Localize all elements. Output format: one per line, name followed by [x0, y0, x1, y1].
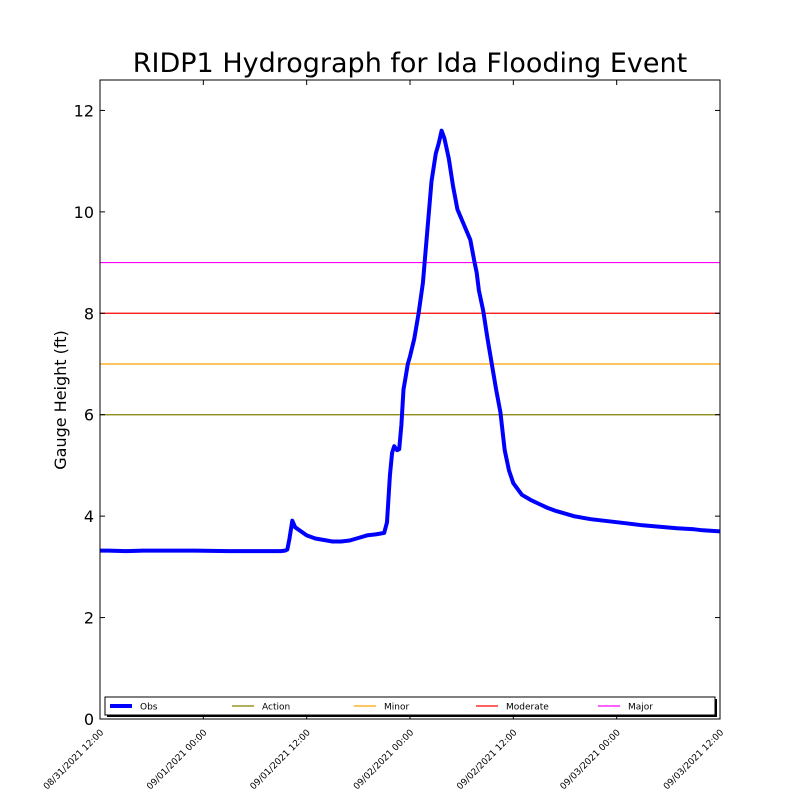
legend-label-major: Major [628, 703, 653, 713]
y-axis-ticks: 0 2 4 6 8 10 12 [74, 101, 720, 729]
y-axis-label: Gauge Height (ft) [51, 330, 70, 470]
legend-label-action: Action [262, 703, 290, 713]
series-line-obs [100, 128, 721, 554]
y-tick-label: 6 [84, 406, 94, 425]
threshold-lines [100, 261, 720, 416]
legend: Obs Action Minor Moderate Major [104, 696, 717, 717]
chart-title: RIDP1 Hydrograph for Ida Flooding Event [133, 48, 687, 79]
legend-label-minor: Minor [384, 703, 409, 713]
y-tick-label: 12 [74, 101, 94, 120]
legend-label-moderate: Moderate [506, 703, 549, 713]
y-tick-label: 4 [84, 507, 94, 526]
series-layer [100, 128, 721, 554]
y-tick-label: 0 [84, 710, 94, 729]
legend-label-obs: Obs [140, 703, 158, 713]
legend-box [104, 696, 716, 716]
y-tick-label: 8 [84, 304, 94, 323]
y-tick-label: 10 [74, 203, 94, 222]
y-tick-label: 2 [84, 609, 94, 628]
